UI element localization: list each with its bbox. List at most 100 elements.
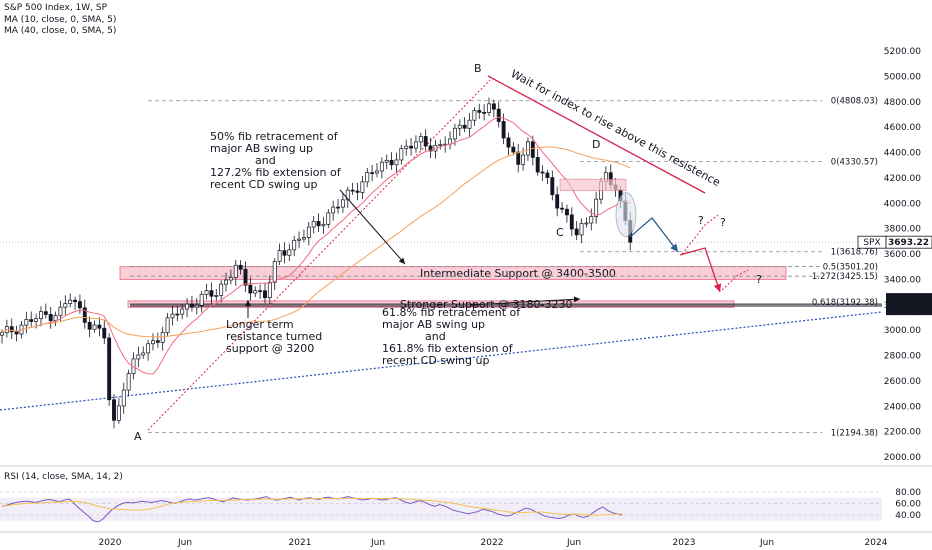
note-fib-50-line: major AB swing up: [210, 142, 313, 155]
candle-body: [39, 311, 43, 320]
point-a-label: A: [134, 430, 142, 443]
note-fib-618-line: 161.8% fib extension of: [382, 342, 514, 355]
y-tick-label: 4600.00: [884, 123, 921, 133]
note-fib-50-line: 50% fib retracement of: [210, 130, 339, 143]
support-badge: [886, 293, 932, 316]
candle-body: [321, 224, 326, 227]
price-badge: [885, 235, 932, 249]
candle-body: [292, 239, 297, 251]
candle-body: [219, 283, 224, 296]
y-tick-label: 2200.00: [884, 428, 921, 438]
candle-body: [340, 199, 345, 208]
candle-body: [477, 110, 482, 113]
candle-body: [160, 332, 165, 343]
candle-body: [560, 207, 565, 210]
candle-body: [189, 303, 194, 308]
candle-body: [379, 161, 384, 172]
candle-body: [540, 171, 545, 174]
forecast-alt-up-2: [721, 269, 749, 291]
point-b-label: B: [474, 62, 482, 75]
y-tick-label: 2400.00: [884, 402, 921, 412]
resistance-label: Wait for index to rise above this resist…: [509, 67, 723, 189]
ab-swing-line: [147, 79, 491, 431]
question-mark-1: ?: [698, 214, 704, 227]
note-support-3200-line: resistance turned: [226, 330, 322, 343]
fib-label-c: 1(3618.76): [831, 248, 878, 258]
ma10-legend: MA (10, close, 0, SMA, 5): [4, 15, 117, 25]
candle-body: [199, 294, 204, 306]
y-tick-label: 5200.00: [884, 47, 921, 57]
candle-body: [92, 324, 97, 330]
ma40-legend: MA (40, close, 0, SMA, 5): [4, 26, 117, 36]
support-badge-top: 3205.66: [892, 298, 929, 308]
candle-body: [9, 326, 14, 333]
candle-body: [306, 226, 311, 238]
candle-body: [258, 290, 263, 293]
note-support-3200-line: support @ 3200: [226, 342, 314, 355]
x-tick-label: 2020: [99, 538, 122, 548]
resistance-line: [487, 75, 706, 194]
candle-body: [311, 221, 316, 228]
candle-body: [423, 136, 428, 147]
candle-body: [68, 299, 73, 304]
note-fib-618-line: 61.8% fib retracement of: [382, 306, 521, 319]
candle-body: [29, 319, 34, 322]
candle-body: [452, 127, 457, 140]
candle-body: [360, 181, 365, 193]
x-tick-label: 2024: [865, 538, 888, 548]
y-tick-label: 4400.00: [884, 149, 921, 159]
note-support-3200-line: Longer term: [226, 318, 294, 331]
candle-body: [282, 250, 287, 256]
candle-body: [370, 172, 375, 174]
fib-label-a: 1(2194.38): [831, 428, 878, 438]
candle-body: [121, 389, 126, 407]
forecast-path-red: [679, 247, 722, 293]
candle-body: [194, 304, 199, 308]
candle-body: [438, 144, 443, 146]
candle-body: [564, 208, 569, 216]
candle-body: [14, 331, 19, 335]
candle-body: [107, 337, 112, 401]
candle-body: [467, 119, 472, 129]
y-tick-label: 3800.00: [884, 225, 921, 235]
symbol-badge-text: SPX: [863, 238, 880, 248]
candle-body: [530, 141, 535, 158]
current-zone-ellipse: [615, 192, 637, 238]
note-fib-50-line: recent CD swing up: [210, 178, 317, 191]
candle-body: [482, 112, 487, 114]
y-tick-label: 3000.00: [884, 326, 921, 336]
candle-body: [399, 148, 404, 161]
x-tick-label: Jun: [177, 538, 192, 548]
candle-body: [141, 352, 146, 356]
candle-body: [594, 198, 599, 217]
candle-body: [472, 110, 477, 121]
candle-body: [243, 268, 248, 286]
note-fib-618-line: and: [425, 330, 446, 343]
candle-body: [350, 189, 355, 192]
price-badge-text: 3693.22: [888, 238, 929, 248]
candle-body: [506, 137, 511, 148]
candle-body: [53, 315, 58, 321]
y-tick-label: 2000.00: [884, 453, 921, 463]
candle-body: [155, 340, 160, 343]
candle-body: [209, 290, 214, 297]
candle-body: [496, 108, 501, 122]
candle-body: [550, 177, 555, 196]
candle-body: [214, 295, 219, 297]
candle-body: [165, 317, 170, 333]
candle-body: [63, 303, 68, 308]
y-tick-label: 4000.00: [884, 199, 921, 209]
candle-body: [228, 277, 233, 281]
candle-body: [569, 214, 574, 230]
x-tick-label: 2023: [673, 538, 696, 548]
candle-body: [545, 172, 550, 178]
candle-body: [136, 354, 141, 360]
note-fib-50-line: 127.2% fib extension of: [210, 166, 342, 179]
candle-body: [180, 308, 185, 315]
candle-body: [82, 307, 87, 323]
arrow-to-intermediate: [339, 189, 406, 265]
candle-body: [102, 327, 107, 339]
candle-body: [301, 237, 306, 240]
candle-body: [526, 141, 530, 156]
